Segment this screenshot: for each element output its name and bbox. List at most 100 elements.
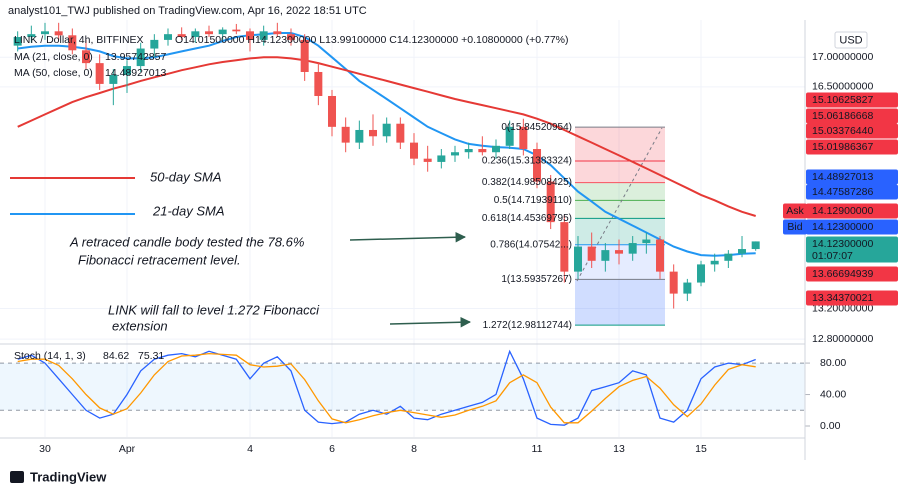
annotation: 21-day SMA (152, 203, 225, 218)
side-tag (783, 219, 807, 235)
side-tag (783, 203, 807, 219)
arrow (389, 316, 472, 328)
x-tick-label: Apr (119, 443, 136, 455)
fib-label: 1(13.59357267) (501, 274, 572, 285)
price-tag-label: 13.66694939 (812, 268, 873, 280)
candle-body (492, 145, 501, 153)
stoch-title: Stoch (14, 1, 3) (14, 350, 86, 362)
axes: 17.0000000016.5000000013.2000000012.8000… (39, 51, 898, 455)
candle-body (68, 35, 77, 51)
candle-body (300, 39, 309, 72)
logo (10, 471, 24, 483)
candle-body (601, 250, 610, 261)
candle-body (95, 63, 104, 84)
candle-body (164, 34, 173, 40)
price-tag (806, 92, 898, 108)
price-tag-label: 14.47587286 (812, 186, 873, 198)
stoch-line (17, 352, 756, 424)
x-tick-label: 13 (613, 443, 625, 455)
price-tag-label: 15.10625827 (812, 94, 873, 106)
price-tag-label: 15.03376440 (812, 125, 873, 137)
candle-body (177, 34, 186, 38)
candle-body (136, 48, 145, 67)
price-tag-label: 14.12900000 (812, 205, 873, 217)
annotation: Fibonacci retracement level. (78, 252, 241, 267)
currency: USD (839, 34, 862, 46)
price-tag (806, 219, 898, 235)
candle-body (423, 158, 432, 162)
candle-body (191, 31, 200, 38)
x-tick-label: 4 (247, 443, 253, 455)
fib-label: 0.618(14.45369795) (482, 213, 572, 224)
candle-body (396, 123, 405, 143)
x-tick-label: 15 (695, 443, 707, 455)
x-tick-label: 11 (532, 443, 543, 455)
candle-body (109, 74, 118, 84)
y-tick-label: 12.80000000 (812, 333, 873, 345)
price-tag (806, 203, 898, 219)
candle-body (683, 282, 692, 294)
candle-body (369, 129, 378, 137)
candle-body (328, 95, 337, 127)
y-tick-label: 80.00 (820, 357, 846, 369)
candle-body (13, 37, 22, 46)
candle-body (314, 71, 323, 96)
price-tag (806, 108, 898, 124)
price-tag-label: 13.34370021 (812, 292, 873, 304)
watermark-text: TradingView (30, 469, 107, 484)
stoch-legend-value: 84.62 (103, 350, 129, 362)
publish-title: analyst101_TWJ published on TradingView.… (8, 5, 367, 17)
text-layer: analyst101_TWJ published on TradingView.… (8, 5, 868, 362)
candle-body (382, 123, 391, 137)
price-tag-label: 14.48927013 (812, 171, 873, 183)
candle-body (218, 29, 227, 35)
candle-body (273, 31, 282, 35)
candle-body (751, 241, 760, 250)
fib-band (575, 182, 665, 201)
candle-body (259, 31, 268, 40)
candle-body (628, 243, 637, 254)
annotation: extension (112, 318, 168, 333)
x-tick-label: 6 (329, 443, 335, 455)
candle-body (642, 239, 651, 244)
side-tag-label: Ask (786, 205, 804, 217)
price-tag (806, 169, 898, 185)
price-tag-label: 15.01986367 (812, 141, 873, 153)
stoch-line (17, 349, 756, 426)
candle-body (738, 249, 747, 254)
candle-body (669, 271, 678, 294)
fib-label: 0.382(14.98508425) (482, 177, 572, 188)
price-tag (806, 184, 898, 200)
price-tag (806, 236, 898, 263)
ma-legend-name: MA (50, close, 0) (14, 67, 93, 79)
price-tag-label: 14.12300000 (812, 238, 873, 250)
candle-body (341, 126, 350, 143)
candle-body (615, 250, 624, 254)
candle-body (505, 126, 514, 146)
fib-band (575, 200, 665, 219)
candle-body (533, 149, 542, 182)
fib-label: 0.236(15.31383324) (482, 156, 572, 167)
ma-legend-value: 13.95742857 (105, 51, 166, 63)
candle-body (41, 31, 49, 35)
price-tag (806, 266, 898, 282)
candle-body (519, 126, 528, 150)
candle-body (355, 129, 364, 143)
fib-label: 0.786(14.07542...) (490, 239, 572, 250)
candle-body (437, 155, 446, 162)
price-tag-sub: 01:07:07 (812, 250, 853, 262)
candle-body (560, 222, 569, 272)
price-tag (806, 139, 898, 155)
candle-body (287, 34, 296, 40)
candle-body (464, 149, 473, 153)
ma-legend-name: MA (21, close, 0) (14, 51, 93, 63)
fib-label: 1.272(12.98112744) (483, 320, 572, 331)
symbol-legend: LINK / Dollar, 4h, BITFINEX (14, 34, 144, 46)
candle-body (478, 149, 487, 153)
candle-body (82, 50, 91, 64)
annotation: LINK will fall to level 1.272 Fibonacci (108, 302, 320, 317)
candle-body (587, 246, 596, 261)
stoch-band-fill (0, 363, 805, 411)
